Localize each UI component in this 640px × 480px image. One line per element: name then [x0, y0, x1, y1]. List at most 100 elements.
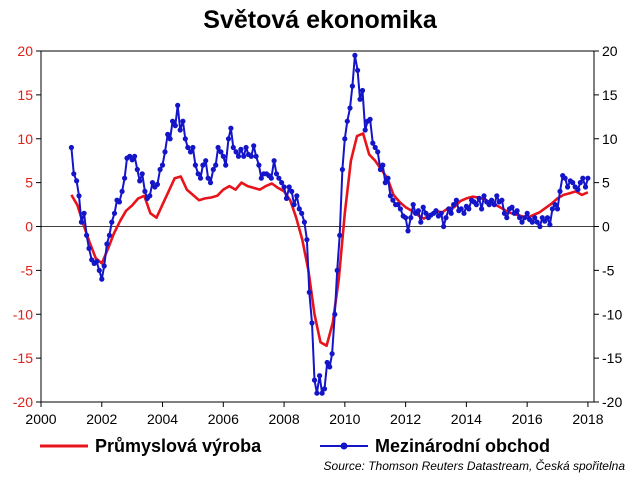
data-point: [509, 204, 515, 210]
data-point: [175, 102, 181, 108]
x-tick-label: 2014: [451, 411, 482, 427]
data-point: [466, 206, 472, 212]
y-tick-label-right: -15: [602, 350, 622, 366]
data-point: [213, 162, 219, 168]
data-point: [167, 136, 173, 142]
x-tick-label: 2016: [512, 411, 543, 427]
data-point: [309, 320, 315, 326]
data-point: [172, 123, 178, 129]
data-point: [137, 178, 143, 184]
data-point: [134, 166, 140, 173]
data-point: [552, 202, 558, 208]
data-point: [337, 232, 343, 238]
legend: Průmyslová výroba Mezinárodní obchod: [40, 436, 550, 456]
data-point: [210, 166, 216, 173]
y-tick-label-right: 15: [602, 87, 618, 103]
series-industrial-production: [70, 132, 589, 348]
data-point: [418, 219, 424, 225]
data-point: [86, 245, 92, 251]
data-point: [486, 202, 492, 208]
data-point: [197, 175, 204, 181]
data-point: [192, 162, 198, 168]
data-point: [106, 232, 112, 238]
data-point: [443, 215, 449, 221]
data-point: [182, 136, 188, 142]
x-tick-label: 2008: [268, 411, 299, 427]
data-point: [68, 144, 74, 151]
data-point: [420, 204, 426, 210]
data-point: [220, 153, 226, 159]
data-point: [218, 149, 224, 155]
y-tick-label-left: 0: [25, 219, 33, 235]
y-tick-label-right: 0: [602, 219, 610, 235]
data-point: [410, 202, 416, 208]
data-point: [215, 144, 221, 151]
data-point: [304, 237, 310, 243]
data-point: [433, 208, 439, 214]
data-point: [549, 206, 556, 212]
data-point: [84, 232, 90, 238]
data-point: [296, 206, 302, 212]
data-point: [203, 158, 209, 164]
data-point: [441, 223, 447, 230]
data-point: [96, 267, 102, 273]
data-point: [334, 267, 340, 273]
data-point: [283, 195, 290, 201]
data-point: [329, 351, 335, 357]
data-point: [225, 136, 232, 142]
data-point: [190, 144, 196, 151]
data-point: [519, 219, 525, 225]
data-point: [565, 184, 571, 190]
data-point: [453, 197, 459, 203]
data-point: [238, 146, 244, 152]
data-point: [395, 202, 401, 208]
data-point: [159, 162, 166, 168]
data-point: [542, 218, 548, 224]
data-point: [575, 187, 581, 193]
y-tick-label-left: -10: [13, 306, 33, 322]
data-point: [501, 210, 507, 216]
data-point: [248, 153, 254, 159]
data-point: [147, 193, 153, 199]
data-point: [294, 193, 300, 199]
data-point: [286, 184, 292, 190]
data-point: [251, 143, 257, 149]
data-point: [408, 215, 414, 221]
data-point: [154, 181, 160, 187]
data-point: [200, 162, 206, 168]
data-point: [332, 311, 338, 317]
data-point: [359, 87, 366, 94]
data-point: [403, 215, 409, 221]
y-tick-label-left: -5: [21, 262, 34, 278]
data-point: [258, 175, 264, 181]
data-point: [306, 289, 312, 295]
y-tick-label-right: 20: [602, 43, 618, 59]
data-point: [122, 175, 128, 181]
data-point: [562, 175, 568, 181]
y-tick-label-right: 10: [602, 131, 618, 147]
data-point: [524, 210, 530, 216]
data-point: [76, 193, 82, 199]
legend-marker-trade: [340, 442, 348, 450]
data-point: [355, 67, 361, 73]
data-point: [476, 195, 482, 201]
data-point: [479, 206, 485, 212]
data-point: [132, 153, 138, 159]
data-point: [289, 188, 295, 194]
x-tick-label: 2006: [208, 411, 239, 427]
data-point: [352, 52, 358, 59]
data-point: [243, 144, 249, 151]
data-point: [271, 158, 277, 164]
data-point: [387, 193, 393, 199]
data-point: [382, 180, 388, 186]
data-point: [99, 276, 105, 282]
data-point: [139, 171, 145, 177]
legend-label-trade: Mezinárodní obchod: [375, 436, 550, 456]
data-point: [522, 215, 528, 221]
series-international-trade: [68, 52, 591, 396]
data-point: [177, 127, 183, 133]
data-point: [423, 210, 429, 216]
y-tick-label-left: 20: [17, 43, 33, 59]
data-point: [94, 259, 100, 265]
